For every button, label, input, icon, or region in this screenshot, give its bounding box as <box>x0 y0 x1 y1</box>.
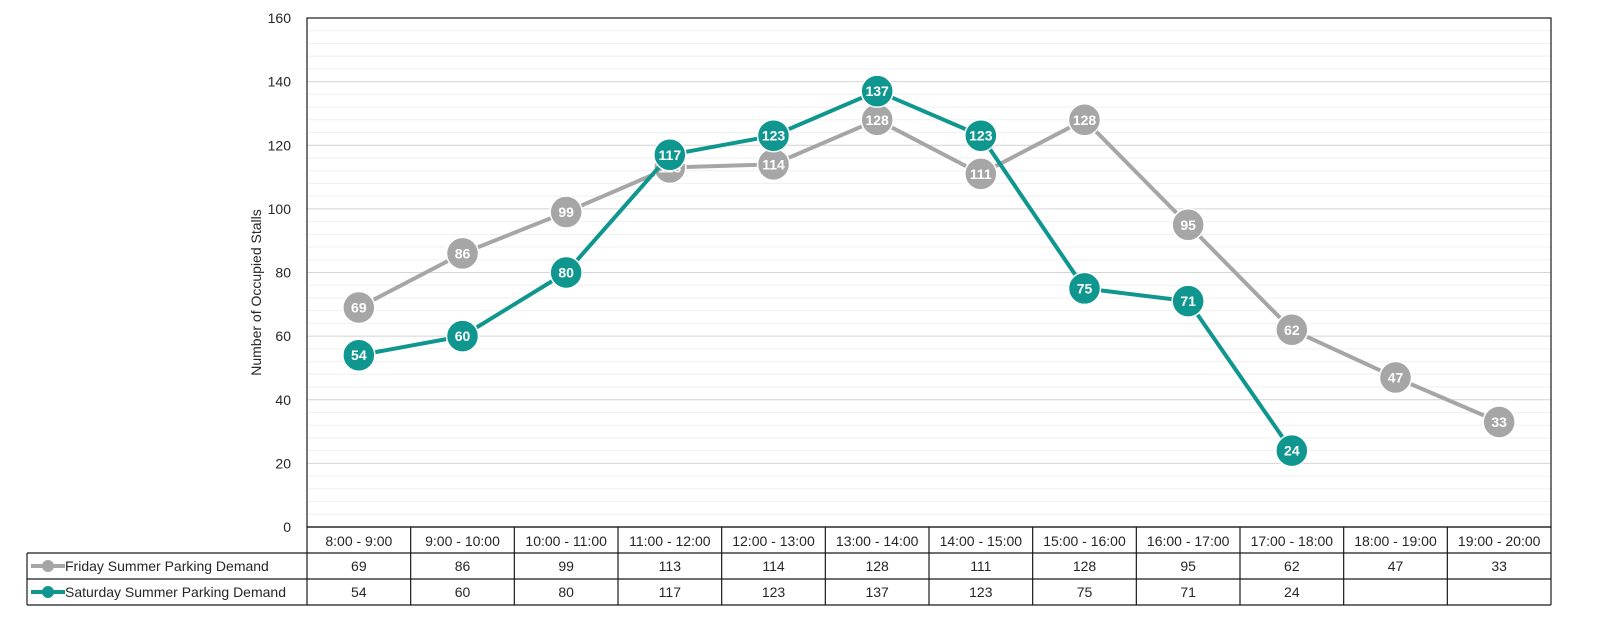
data-point-marker <box>1171 284 1205 318</box>
table-value-cell: 123 <box>762 584 786 600</box>
table-value-cell: 62 <box>1284 558 1300 574</box>
data-point-label: 54 <box>351 347 367 363</box>
y-tick-label: 80 <box>275 265 291 281</box>
data-point-label: 123 <box>969 128 993 144</box>
data-point-marker <box>549 195 583 229</box>
data-point-label: 33 <box>1491 414 1507 430</box>
x-category-label: 11:00 - 12:00 <box>629 533 711 549</box>
data-point-label: 114 <box>762 156 785 172</box>
data-point-label: 128 <box>1073 112 1097 128</box>
data-point-label: 62 <box>1284 322 1300 338</box>
data-point-label: 69 <box>351 299 367 315</box>
data-point-label: 75 <box>1077 280 1093 296</box>
x-category-label: 12:00 - 13:00 <box>732 533 815 549</box>
data-point-marker <box>549 255 583 290</box>
y-tick-label: 140 <box>268 74 292 90</box>
data-point-marker <box>1171 208 1205 242</box>
table-value-cell: 24 <box>1284 584 1300 600</box>
series-line-saturday <box>358 89 1294 452</box>
table-value-cell: 60 <box>455 584 471 600</box>
data-point-marker <box>756 118 791 153</box>
data-point-label: 24 <box>1284 443 1300 459</box>
table-value-cell: 47 <box>1388 558 1404 574</box>
data-point-marker <box>860 74 894 108</box>
y-tick-label: 160 <box>268 10 292 26</box>
data-point-marker <box>964 157 998 191</box>
data-point-marker <box>342 338 376 372</box>
table-value-cell: 75 <box>1077 584 1093 600</box>
data-point-label: 128 <box>865 112 889 128</box>
table-value-cell: 114 <box>762 558 785 574</box>
data-point-marker <box>342 290 376 325</box>
data-point-marker <box>964 118 998 153</box>
table-value-cell: 137 <box>865 584 889 600</box>
data-point-marker <box>1482 405 1516 439</box>
table-value-cell: 33 <box>1491 558 1507 574</box>
y-axis-label: Number of Occupied Stalls <box>248 209 264 376</box>
data-point-label: 60 <box>455 328 471 344</box>
table-value-cell: 95 <box>1180 558 1196 574</box>
y-tick-label: 20 <box>275 455 291 471</box>
x-category-label: 13:00 - 14:00 <box>836 533 919 549</box>
data-point-marker <box>653 138 687 172</box>
y-tick-label: 120 <box>268 137 292 153</box>
data-point-label: 111 <box>970 166 992 182</box>
table-value-cell: 54 <box>351 584 367 600</box>
x-category-label: 15:00 - 16:00 <box>1043 533 1126 549</box>
data-point-label: 80 <box>558 265 574 281</box>
x-category-label: 16:00 - 17:00 <box>1147 533 1230 549</box>
table-value-cell: 117 <box>659 584 682 600</box>
data-point-marker <box>1378 360 1413 395</box>
table-value-cell: 123 <box>969 584 993 600</box>
series-line-friday <box>357 117 1500 424</box>
data-point-marker <box>1275 313 1309 347</box>
y-tick-label: 40 <box>275 392 291 408</box>
table-value-cell: 80 <box>558 584 574 600</box>
table-value-cell: 99 <box>558 558 574 574</box>
data-point-marker <box>1275 433 1309 468</box>
x-category-label: 14:00 - 15:00 <box>940 533 1023 549</box>
y-tick-label: 100 <box>268 201 292 217</box>
x-category-label: 8:00 - 9:00 <box>325 533 392 549</box>
legend-series-name: Saturday Summer Parking Demand <box>65 584 286 600</box>
x-category-label: 10:00 - 11:00 <box>525 533 607 549</box>
data-point-marker <box>1067 103 1102 137</box>
legend-series-name: Friday Summer Parking Demand <box>65 558 269 574</box>
data-point-label: 123 <box>762 128 786 144</box>
y-tick-label: 0 <box>283 519 291 535</box>
x-category-label: 19:00 - 20:00 <box>1458 533 1541 549</box>
data-point-label: 99 <box>558 204 574 220</box>
data-point-label: 86 <box>455 245 471 261</box>
table-value-cell: 86 <box>455 558 471 574</box>
legend-key-marker <box>42 586 54 598</box>
x-category-label: 9:00 - 10:00 <box>425 533 500 549</box>
y-tick-label: 60 <box>275 328 291 344</box>
table-value-cell: 113 <box>659 558 682 574</box>
table-value-cell: 69 <box>351 558 367 574</box>
table-value-cell: 128 <box>1073 558 1097 574</box>
data-point-marker <box>445 319 480 353</box>
data-point-label: 95 <box>1180 217 1196 233</box>
data-point-label: 117 <box>659 147 682 163</box>
table-value-cell: 128 <box>865 558 889 574</box>
x-category-label: 17:00 - 18:00 <box>1251 533 1334 549</box>
data-point-label: 71 <box>1180 293 1196 309</box>
data-point-marker <box>445 236 480 271</box>
x-category-label: 18:00 - 19:00 <box>1354 533 1437 549</box>
table-value-cell: 71 <box>1180 584 1196 600</box>
data-point-label: 137 <box>865 83 889 99</box>
table-value-cell: 111 <box>970 558 991 574</box>
data-point-marker <box>1067 271 1102 306</box>
data-point-label: 47 <box>1388 369 1404 385</box>
legend-key-marker <box>42 560 54 572</box>
